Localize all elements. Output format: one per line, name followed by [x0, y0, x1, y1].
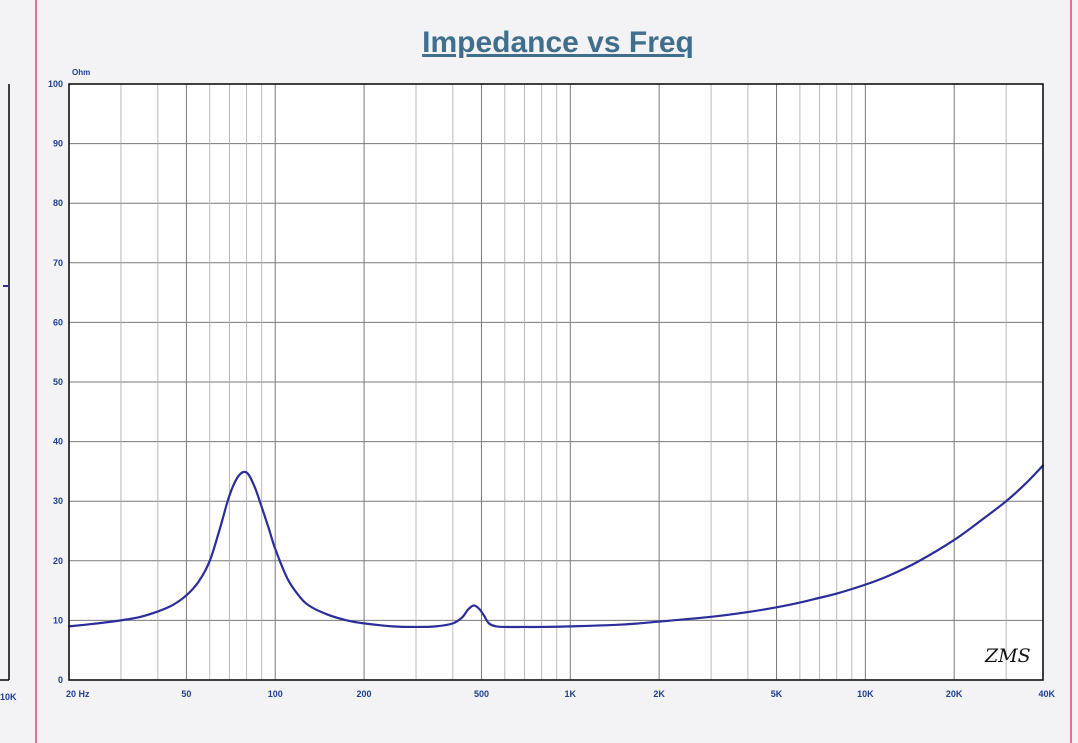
x-tick-label: 1K — [565, 689, 577, 699]
x-tick-label: 2K — [653, 689, 665, 699]
signature-mark: ZMS — [984, 645, 1031, 667]
x-tick-label: 20K — [946, 689, 963, 699]
y-tick-label: 80 — [53, 198, 63, 208]
y-tick-label: 0 — [58, 675, 63, 685]
x-tick-label: 5K — [771, 689, 783, 699]
y-tick-label: 50 — [53, 377, 63, 387]
grid — [69, 84, 1043, 680]
chart-title: Impedance vs Freq — [422, 26, 694, 59]
left-panel-partial-tick-label: 10K — [0, 692, 17, 702]
x-tick-label: 100 — [268, 689, 283, 699]
x-tick-labels: 20 Hz 50 100 200 500 1K 2K 5K 10K 20K 40K — [66, 689, 1055, 699]
y-tick-label: 60 — [53, 317, 63, 327]
impedance-curve — [67, 464, 1045, 629]
x-tick-label: 40K — [1038, 689, 1055, 699]
x-tick-label: 50 — [181, 689, 191, 699]
x-tick-label: 10K — [857, 689, 874, 699]
x-tick-label: 500 — [474, 689, 489, 699]
y-tick-label: 10 — [53, 615, 63, 625]
y-tick-label: 100 — [48, 79, 63, 89]
y-tick-label: 70 — [53, 258, 63, 268]
y-tick-labels: 0 10 20 30 40 50 60 70 80 90 100 — [48, 79, 63, 685]
y-tick-label: 20 — [53, 556, 63, 566]
plot-frame — [68, 83, 1044, 681]
x-tick-label: 20 Hz — [66, 689, 90, 699]
y-tick-label: 30 — [53, 496, 63, 506]
x-tick-label: 200 — [357, 689, 372, 699]
y-axis-unit-label: Ohm — [72, 68, 90, 77]
y-tick-label: 90 — [53, 139, 63, 149]
curve-layer — [67, 464, 1045, 629]
y-tick-label: 40 — [53, 437, 63, 447]
